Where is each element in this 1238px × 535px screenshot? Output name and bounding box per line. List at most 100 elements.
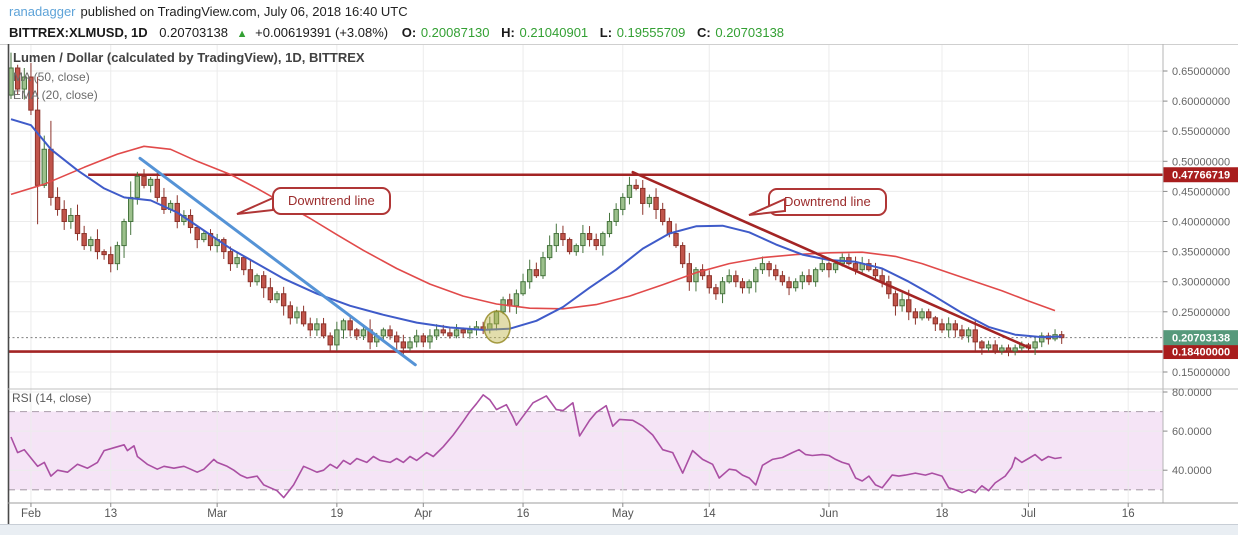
candle-body — [114, 245, 121, 265]
candle-body — [606, 221, 613, 235]
candle-body — [440, 329, 446, 334]
svg-text:0.30000000: 0.30000000 — [1172, 277, 1230, 289]
legend-rsi[interactable]: RSI (14, close) — [12, 391, 92, 405]
candle-body — [513, 293, 520, 307]
candle-body — [21, 76, 28, 90]
candle-body — [161, 196, 167, 210]
candle-body — [121, 221, 127, 247]
candle-body — [360, 329, 367, 337]
candle-body — [234, 257, 240, 265]
candle-body — [28, 76, 34, 111]
candle-body — [733, 275, 739, 283]
price-chart-svg[interactable]: 0.65000000 0.60000000 0.55000000 0.50000000… — [0, 44, 1238, 535]
candle-body — [912, 311, 919, 319]
annotation-downtrend-line-2[interactable]: Downtrend line — [768, 188, 887, 216]
svg-text:0.60000000: 0.60000000 — [1172, 96, 1230, 108]
candle-body — [626, 184, 633, 198]
time-axis: Feb 13 Mar 19 Apr 16 May 14 Jun 18 Jul 16 — [21, 503, 1135, 520]
candle-body — [294, 311, 300, 319]
candle-body — [340, 320, 347, 331]
candle-body — [447, 332, 453, 337]
candle-body — [467, 329, 473, 334]
candle-body — [726, 275, 732, 283]
candle-body — [899, 299, 905, 307]
candle-body — [433, 329, 440, 337]
rsi-line — [10, 394, 1062, 499]
svg-text:Jul: Jul — [1021, 508, 1036, 520]
candle-body — [553, 233, 559, 247]
candle-body — [540, 257, 546, 277]
candle-body — [274, 293, 280, 301]
rsi-band — [8, 410, 1163, 491]
low-value: 0.19555709 — [616, 25, 686, 40]
resistance-price-badge: 0.47766719 — [1163, 167, 1238, 183]
price-axis: 0.65000000 0.60000000 0.55000000 0.50000000… — [1163, 66, 1230, 477]
candles-series — [8, 52, 1065, 357]
candle-body — [307, 323, 313, 331]
candle-body — [128, 196, 134, 222]
svg-text:0.45000000: 0.45000000 — [1172, 186, 1230, 198]
candle-body — [673, 233, 679, 247]
candle-body — [979, 341, 985, 349]
candle-body — [460, 329, 466, 334]
ma50-line — [10, 145, 1056, 312]
candle-body — [753, 269, 759, 283]
annotation-downtrend-line-1[interactable]: Downtrend line — [272, 187, 391, 215]
candle-body — [533, 269, 540, 277]
svg-text:0.15000000: 0.15000000 — [1172, 367, 1230, 379]
candle-body — [347, 320, 353, 331]
candle-body — [560, 233, 566, 241]
candle-body — [653, 196, 659, 210]
support-price-badge: 0.18400000 — [1163, 344, 1238, 360]
candle-body — [806, 275, 812, 283]
candle-body — [640, 187, 646, 204]
candle-body — [493, 311, 500, 325]
close-value: 0.20703138 — [715, 25, 785, 40]
candle-body — [546, 245, 553, 259]
symbol-bar: BITTREX:XLMUSD, 1D 0.20703138 ▲ +0.00619… — [0, 21, 1238, 44]
level-lines — [8, 173, 1163, 353]
candle-body — [939, 323, 945, 331]
close-label: C: — [697, 25, 711, 40]
candle-body — [679, 245, 686, 265]
callout-tail-icon — [748, 197, 786, 216]
author-link[interactable]: ranadagger — [9, 4, 76, 19]
candle-body — [593, 239, 599, 247]
symbol-name[interactable]: BITTREX:XLMUSD, 1D — [9, 25, 148, 40]
candle-body — [586, 233, 593, 241]
svg-text:May: May — [612, 508, 634, 520]
candle-body — [8, 67, 14, 96]
candle-body — [300, 311, 307, 325]
candle-body — [61, 208, 67, 223]
candle-body — [413, 335, 420, 343]
candle-body — [267, 287, 274, 301]
candle-body — [932, 317, 939, 325]
candle-body — [74, 214, 81, 235]
candle-body — [453, 329, 460, 337]
candle-body — [793, 281, 799, 289]
svg-text:40.0000: 40.0000 — [1172, 465, 1212, 477]
candle-body — [766, 263, 772, 271]
candle-body — [985, 344, 992, 349]
highlight-ellipse — [483, 310, 511, 344]
candle-body — [194, 227, 200, 241]
candle-body — [154, 178, 161, 198]
low-label: L: — [599, 25, 613, 40]
chart-area[interactable]: 0.65000000 0.60000000 0.55000000 0.50000000… — [0, 44, 1238, 535]
candle-body — [965, 329, 972, 337]
candle-body — [68, 214, 74, 222]
candle-body — [287, 305, 294, 319]
open-value: 0.20087130 — [420, 25, 490, 40]
candle-body — [141, 175, 147, 186]
svg-text:0.65000000: 0.65000000 — [1172, 66, 1230, 78]
up-triangle-icon: ▲ — [236, 28, 248, 40]
candle-body — [779, 275, 786, 283]
candle-body — [108, 254, 114, 265]
candle-body — [759, 263, 766, 271]
svg-text:19: 19 — [330, 508, 343, 520]
candle-body — [394, 335, 400, 343]
candle-body — [799, 275, 806, 283]
candle-body — [686, 263, 692, 283]
candle-body — [201, 233, 207, 241]
candle-body — [407, 341, 413, 349]
